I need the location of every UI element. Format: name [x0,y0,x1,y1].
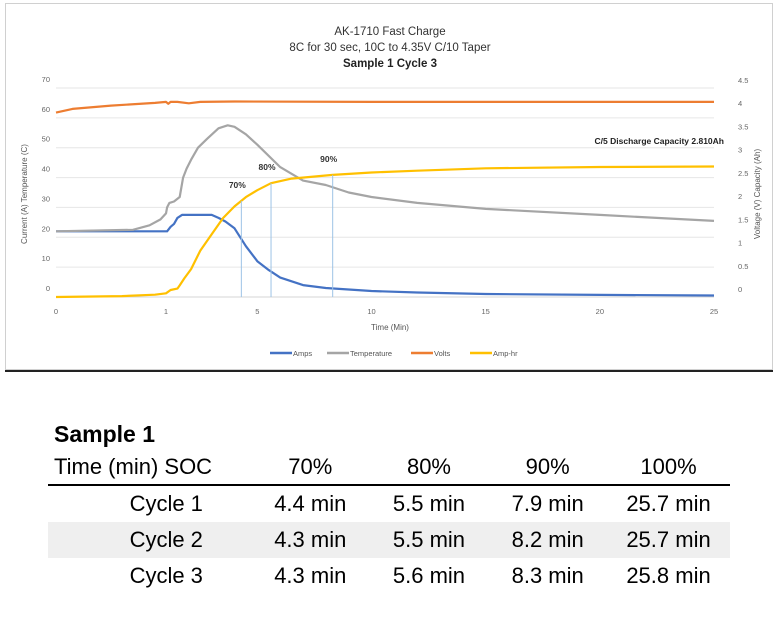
table-cell: 25.7 min [626,491,711,516]
chart-title-bold: Sample 1 Cycle 3 [343,58,437,70]
y-right-tick-label: 0.5 [738,262,748,271]
soc-table-area: Sample 1 Time (min) SOC 70% 80% 90% 100%… [48,418,738,594]
y-right-tick-label: 1.5 [738,215,748,224]
y-right-tick-label: 3.5 [738,122,748,131]
header-80: 80% [369,450,489,486]
legend-label: Amps [293,349,312,358]
x-tick-label: 1 [164,307,168,316]
x-tick-label: 0 [54,307,58,316]
y-right-tick-label: 2.5 [738,169,748,178]
y-right-axis-label: Voltage (V) Capacity (Ah) [753,149,762,240]
series-line-temperature [55,124,715,233]
table-cell: 5.5 min [392,491,466,516]
table-cell: 7.9 min [511,491,584,516]
soc-marker-label: 80% [259,162,276,172]
soc-marker-label: 70% [229,180,246,190]
legend-label: Amp-hr [493,349,518,358]
y-left-tick-label: 10 [42,254,50,263]
table-cell: 25.7 min [607,522,730,558]
table-cell: 8.3 min [511,563,584,588]
y-right-tick-label: 4.5 [738,76,748,85]
y-left-tick-label: 0 [46,284,50,293]
x-axis-label: Time (Min) [371,323,409,332]
chart-container: AK-1710 Fast Charge 8C for 30 sec, 10C to… [5,3,773,370]
legend-label: Temperature [350,349,392,358]
x-tick-label: 25 [710,307,718,316]
header-time-soc: Time (min) SOC [48,450,251,486]
y-right-tick-label: 4 [738,99,742,108]
table-cell: 4.3 min [250,522,370,558]
y-left-tick-label: 20 [42,224,50,233]
series-line-amps [56,213,715,297]
table-row: Cycle 1 4.4 min 5.5 min 7.9 min 25.7 min [48,485,730,522]
header-90: 90% [488,450,608,486]
y-right-tick-label: 3 [738,146,742,155]
header-100: 100% [607,450,730,486]
row-label: Cycle 2 [48,522,251,558]
y-right-tick-label: 0 [738,285,742,294]
y-left-tick-label: 60 [42,105,50,114]
capacity-annotation: C/5 Discharge Capacity 2.810Ah [595,136,724,146]
header-70: 70% [250,450,370,486]
soc-table: Time (min) SOC 70% 80% 90% 100% Cycle 1 … [48,450,730,594]
table-title: Sample 1 [54,421,155,447]
table-cell: 5.5 min [369,522,489,558]
row-label: Cycle 1 [129,491,203,516]
x-tick-label: 5 [255,307,259,316]
y-right-tick-label: 2 [738,192,742,201]
series-line-volts [55,100,714,114]
table-cell: 8.2 min [488,522,608,558]
chart-svg: AK-1710 Fast Charge 8C for 30 sec, 10C to… [20,26,762,358]
chart-subtitle-line: 8C for 30 sec, 10C to 4.35V C/10 Taper [289,42,490,54]
x-tick-label: 15 [481,307,489,316]
y-left-tick-label: 30 [42,194,50,203]
y-left-axis-label: Current (A) Temperature (C) [20,144,29,244]
table-header-row: Time (min) SOC 70% 80% 90% 100% [48,450,730,486]
x-tick-label: 10 [367,307,375,316]
series-line-amp-hr [55,165,715,299]
table-row: Cycle 3 4.3 min 5.6 min 8.3 min 25.8 min [48,558,730,594]
chart-title-line: AK-1710 Fast Charge [334,26,445,38]
table-row: Cycle 2 4.3 min 5.5 min 8.2 min 25.7 min [48,522,730,558]
table-cell: 25.8 min [626,563,711,588]
y-left-tick-label: 70 [42,75,50,84]
y-left-tick-label: 50 [42,135,50,144]
legend-label: Volts [434,349,451,358]
x-tick-label: 20 [596,307,604,316]
row-label: Cycle 3 [129,563,203,588]
table-cell: 4.3 min [274,563,347,588]
chart-bottom-rule [5,370,773,372]
table-cell: 5.6 min [392,563,466,588]
y-right-tick-label: 1 [738,239,742,248]
soc-marker-label: 90% [320,154,337,164]
y-left-tick-label: 40 [42,165,50,174]
table-cell: 4.4 min [274,491,347,516]
